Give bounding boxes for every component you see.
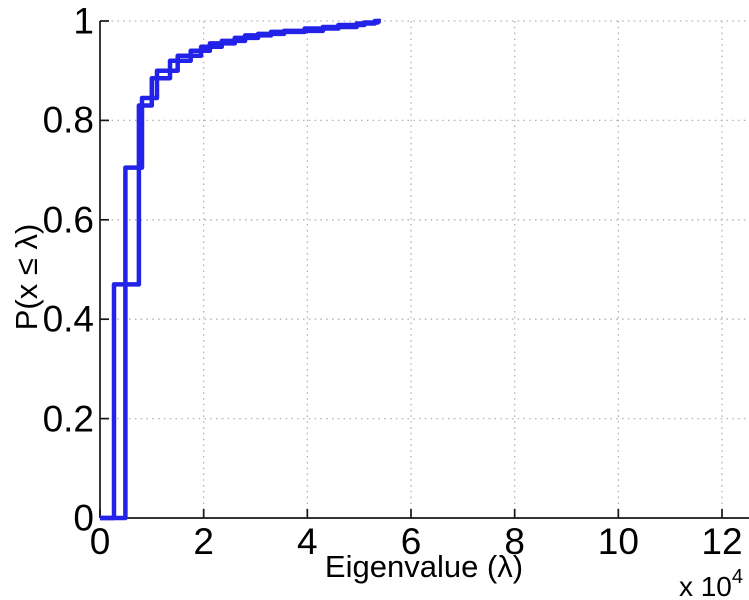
x-axis-multiplier-exponent: 4 [731, 566, 743, 588]
y-tick-label: 0.4 [42, 298, 94, 340]
x-tick-label: 8 [504, 521, 525, 562]
x-tick-label: 6 [400, 521, 422, 562]
x-axis-multiplier-base: x 10 [678, 571, 732, 600]
y-tick-label: 0.6 [42, 199, 94, 241]
x-tick-label: 0 [89, 521, 111, 562]
x-tick-label: 2 [193, 521, 214, 562]
x-tick-label: 12 [701, 521, 743, 562]
x-tick-label: 4 [297, 521, 318, 562]
ecdf-curve-2 [100, 18, 381, 521]
y-tick-label: 0.8 [42, 99, 94, 141]
y-tick-label: 0.2 [42, 398, 94, 440]
ecdf-curve-1 [100, 18, 381, 521]
x-axis-multiplier: x 104 [679, 566, 743, 600]
x-tick-label: 10 [597, 521, 639, 562]
y-tick-label: 0 [73, 497, 94, 539]
x-axis-label: Eigenvalue (λ) [324, 549, 524, 584]
y-tick-label: 1 [73, 0, 94, 42]
